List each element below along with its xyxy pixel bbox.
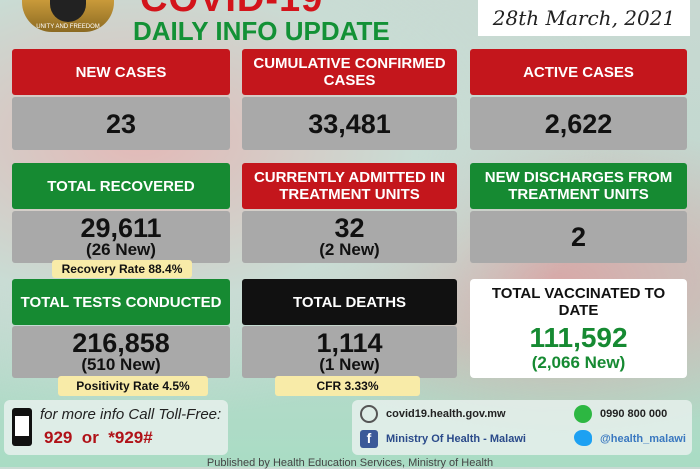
value: 2 bbox=[570, 222, 587, 252]
new-count: (1 New) bbox=[319, 355, 380, 374]
total-deaths-label: TOTAL DEATHS bbox=[242, 279, 457, 325]
recovery-rate-badge: Recovery Rate 88.4% bbox=[52, 260, 192, 278]
total-recovered-value: 29,611 (26 New) bbox=[12, 211, 230, 263]
vaccinated-new-count: (2,066 New) bbox=[531, 353, 626, 372]
new-count: (26 New) bbox=[86, 240, 156, 259]
positivity-rate-badge: Positivity Rate 4.5% bbox=[58, 376, 208, 396]
new-cases-value: 23 bbox=[12, 97, 230, 150]
toll-free-box: for more info Call Toll-Free: 929 or *92… bbox=[4, 400, 228, 455]
whatsapp-number: 0990 800 000 bbox=[600, 408, 668, 420]
value: 2,622 bbox=[544, 108, 613, 139]
whatsapp-icon bbox=[574, 405, 592, 423]
value: 29,611 bbox=[80, 213, 162, 243]
active-cases-label: ACTIVE CASES bbox=[470, 49, 687, 95]
total-recovered-label: TOTAL RECOVERED bbox=[12, 163, 230, 209]
facebook-icon: f bbox=[360, 430, 378, 448]
toll-free-numbers: 929 or *929# bbox=[44, 428, 153, 447]
facebook-link[interactable]: Ministry Of Health - Malawi bbox=[386, 433, 526, 445]
info-text: for more info Call Toll-Free: bbox=[40, 406, 222, 423]
new-discharges-label: NEW DISCHARGES FROM TREATMENT UNITS bbox=[470, 163, 687, 209]
date-box: 28th March, 2021 bbox=[478, 0, 690, 36]
value: 1,114 bbox=[316, 328, 383, 358]
page-subtitle: DAILY INFO UPDATE bbox=[133, 16, 390, 46]
total-deaths-value: 1,114 (1 New) bbox=[242, 326, 457, 378]
contacts-box: covid19.health.gov.mw f Ministry Of Heal… bbox=[352, 400, 692, 455]
total-vaccinated-card: TOTAL VACCINATED TO DATE 111,592 (2,066 … bbox=[470, 279, 687, 378]
value: 23 bbox=[105, 108, 137, 139]
new-discharges-value: 2 bbox=[470, 211, 687, 263]
page-title: COVID-19 bbox=[140, 0, 323, 21]
total-vaccinated-label: TOTAL VACCINATED TO DATE bbox=[491, 285, 666, 319]
twitter-handle[interactable]: @health_malawi bbox=[600, 433, 686, 445]
value: 32 bbox=[334, 213, 365, 243]
phone-icon bbox=[12, 408, 32, 446]
value: 216,858 bbox=[72, 328, 170, 358]
total-tests-value: 216,858 (510 New) bbox=[12, 326, 230, 378]
new-count: (2 New) bbox=[319, 240, 380, 259]
new-cases-label: NEW CASES bbox=[12, 49, 230, 95]
value: 33,481 bbox=[308, 108, 391, 139]
website-link[interactable]: covid19.health.gov.mw bbox=[386, 408, 506, 420]
cfr-badge: CFR 3.33% bbox=[275, 376, 420, 396]
coat-of-arms-logo: UNITY AND FREEDOM bbox=[22, 0, 114, 32]
new-count: (510 New) bbox=[81, 355, 161, 374]
admitted-label: CURRENTLY ADMITTED IN TREATMENT UNITS bbox=[242, 163, 457, 209]
admitted-value: 32 (2 New) bbox=[242, 211, 457, 263]
twitter-icon bbox=[574, 430, 592, 446]
total-tests-label: TOTAL TESTS CONDUCTED bbox=[12, 279, 230, 325]
globe-icon bbox=[360, 405, 378, 423]
cumulative-cases-value: 33,481 bbox=[242, 97, 457, 150]
active-cases-value: 2,622 bbox=[470, 97, 687, 150]
cumulative-cases-label: CUMULATIVE CONFIRMED CASES bbox=[242, 49, 457, 95]
total-vaccinated-value: 111,592 bbox=[529, 322, 628, 353]
published-by: Published by Health Education Services, … bbox=[206, 457, 494, 469]
